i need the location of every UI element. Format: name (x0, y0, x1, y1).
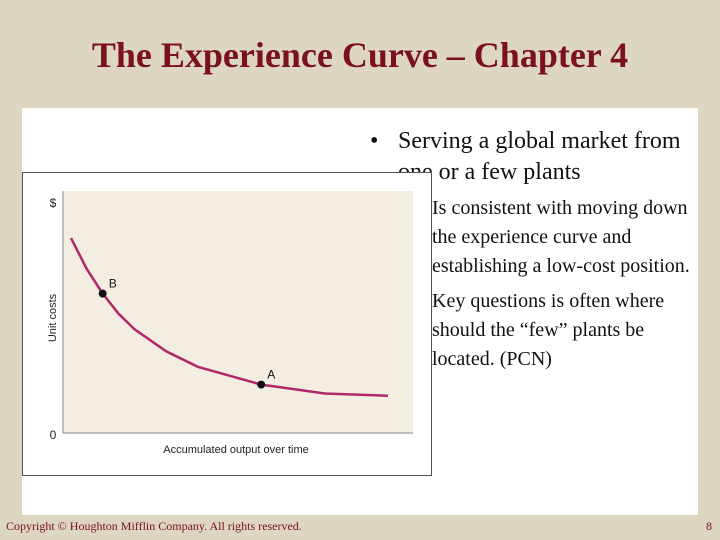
page-number: 8 (706, 519, 712, 533)
point-b-marker (98, 289, 107, 298)
chart-svg: $ 0 Unit costs Accumulated output over t… (47, 191, 413, 456)
bullet-list: • Serving a global market from one or a … (370, 126, 690, 380)
slide-footer (0, 515, 720, 540)
point-a-marker (257, 380, 266, 389)
origin-label: 0 (50, 428, 57, 442)
sub-bullet: Key questions is often where should the … (370, 287, 690, 374)
slide-header (0, 0, 720, 108)
sub-bullet: Is consistent with moving down the exper… (370, 194, 690, 281)
y-axis-label: Unit costs (47, 293, 59, 342)
slide-frame-left (0, 108, 22, 515)
sub-bullet-text: Is consistent with moving down the exper… (432, 197, 690, 277)
sub-bullet-list: Is consistent with moving down the exper… (370, 194, 690, 374)
experience-curve-chart: $ 0 Unit costs Accumulated output over t… (22, 172, 432, 476)
sub-bullet-text: Key questions is often where should the … (432, 290, 665, 370)
bullet-main-text: Serving a global market from one or a fe… (398, 128, 681, 185)
footer-copyright: Copyright © Houghton Mifflin Company. Al… (6, 519, 302, 533)
slide-frame-right (698, 108, 720, 515)
plot-area (63, 191, 413, 433)
slide-title: The Experience Curve – Chapter 4 (91, 35, 629, 75)
y-top-label: $ (50, 196, 57, 210)
bullet-dot-icon: • (370, 128, 379, 154)
point-b-label: B (109, 277, 117, 291)
point-a-label: A (267, 368, 275, 382)
x-axis-label: Accumulated output over time (163, 444, 309, 456)
bullet-main: • Serving a global market from one or a … (370, 126, 690, 188)
